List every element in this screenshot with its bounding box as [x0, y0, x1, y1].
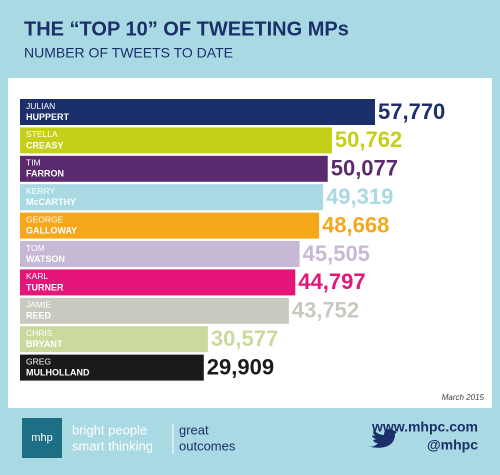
first-name: TOM — [26, 243, 45, 253]
bar — [20, 297, 289, 324]
last-name: TURNER — [26, 282, 64, 292]
first-name: TIM — [26, 158, 41, 168]
bar — [20, 155, 328, 182]
value-label: 50,762 — [335, 127, 402, 152]
logo: mhp — [31, 432, 52, 444]
tagline: smart thinking — [72, 438, 153, 453]
first-name: STELLA — [26, 129, 58, 139]
bar — [20, 241, 300, 267]
bar — [20, 212, 320, 239]
first-name: GREG — [26, 356, 51, 366]
first-name: CHRIS — [26, 328, 53, 338]
first-name: JULIAN — [26, 101, 55, 111]
last-name: REED — [26, 311, 52, 321]
value-label: 48,668 — [322, 212, 389, 237]
tagline: bright people — [72, 422, 147, 437]
twitter-handle[interactable]: @mhpc — [427, 437, 478, 453]
first-name: KARL — [26, 271, 48, 281]
bar — [20, 184, 324, 211]
last-name: GALLOWAY — [26, 225, 77, 235]
first-name: KERRY — [26, 186, 55, 196]
tagline: great — [179, 422, 209, 437]
twitter-icon — [368, 429, 397, 448]
value-label: 50,077 — [331, 156, 398, 181]
value-label: 49,319 — [326, 184, 393, 209]
bar — [20, 269, 296, 296]
url[interactable]: www.mhpc.com — [371, 419, 478, 435]
value-label: 45,505 — [303, 241, 370, 266]
value-label: 43,752 — [292, 298, 359, 323]
chart-subtitle: NUMBER OF TWEETS TO DATE — [24, 45, 233, 61]
last-name: HUPPERT — [26, 112, 70, 122]
value-label: 44,797 — [298, 269, 365, 294]
chart-title: THE “TOP 10” OF TWEETING MPs — [24, 18, 349, 40]
first-name: JAMIE — [26, 300, 51, 310]
last-name: FARRON — [26, 169, 64, 179]
bar — [20, 326, 208, 353]
last-name: BRYANT — [26, 339, 63, 349]
tagline: outcomes — [179, 438, 236, 453]
bar — [20, 354, 204, 381]
value-label: 57,770 — [378, 99, 445, 124]
date-note: March 2015 — [442, 393, 485, 402]
last-name: McCARTHY — [26, 197, 76, 207]
bar — [20, 99, 375, 125]
last-name: MULHOLLAND — [26, 367, 90, 377]
value-label: 30,577 — [211, 326, 278, 351]
last-name: WATSON — [26, 254, 65, 264]
last-name: CREASY — [26, 140, 64, 150]
logo-box — [22, 418, 62, 458]
first-name: GEORGE — [26, 214, 64, 224]
bar — [20, 127, 332, 154]
value-label: 29,909 — [207, 354, 274, 379]
